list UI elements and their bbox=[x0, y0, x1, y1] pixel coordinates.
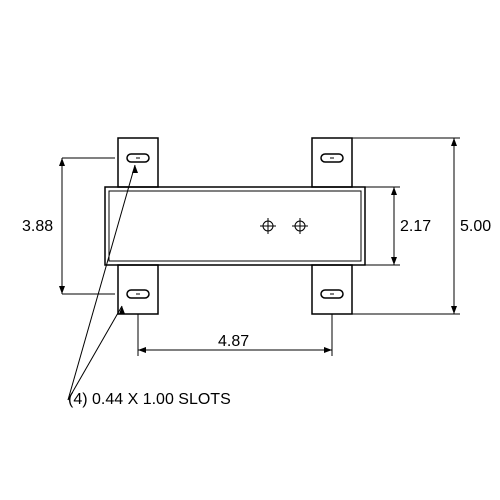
dim-h388: 3.88 bbox=[22, 218, 53, 235]
slots-note: (4) 0.44 X 1.00 SLOTS bbox=[68, 391, 231, 408]
dim-h500: 5.00 bbox=[460, 218, 491, 235]
dim-w487: 4.87 bbox=[218, 333, 249, 350]
engineering-drawing: 3.88 2.17 5.00 4.87 (4) 0.44 X 1.00 SLOTS bbox=[0, 0, 500, 500]
dim-h217: 2.17 bbox=[400, 218, 431, 235]
